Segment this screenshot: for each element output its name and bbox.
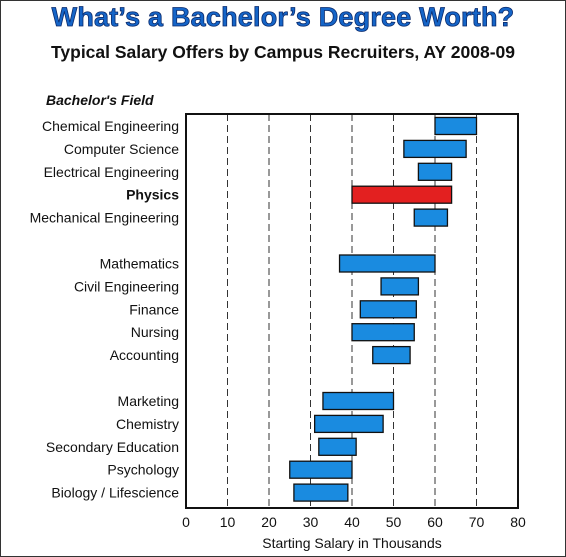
x-tick-label: 20 xyxy=(261,514,277,530)
bar-psychology xyxy=(289,460,353,479)
y-axis-heading: Bachelor's Field xyxy=(46,92,154,108)
bar-marketing xyxy=(322,391,395,411)
category-label: Biology / Lifescience xyxy=(51,485,179,501)
category-label: Chemistry xyxy=(116,416,179,432)
category-label: Mathematics xyxy=(100,256,179,272)
chart-subtitle: Typical Salary Offers by Campus Recruite… xyxy=(51,42,515,62)
bar-biology-lifescience xyxy=(293,483,349,502)
x-tick-label: 50 xyxy=(386,514,402,530)
category-label: Accounting xyxy=(110,347,179,363)
category-label: Electrical Engineering xyxy=(44,164,179,180)
category-label: Psychology xyxy=(107,462,179,478)
category-label: Civil Engineering xyxy=(74,278,179,294)
x-tick-label: 60 xyxy=(427,514,443,530)
bar-physics xyxy=(351,185,453,204)
x-tick-label: 10 xyxy=(220,514,236,530)
bar-electrical-engineering xyxy=(417,162,453,181)
x-axis-label: Starting Salary in Thousands xyxy=(262,535,442,551)
bar-mechanical-engineering xyxy=(413,208,449,227)
category-label: Physics xyxy=(126,187,179,203)
x-tick-label: 80 xyxy=(510,514,526,530)
bar-nursing xyxy=(351,323,415,342)
x-tick-label: 0 xyxy=(182,514,190,530)
category-label: Nursing xyxy=(131,324,179,340)
x-tick-label: 40 xyxy=(344,514,360,530)
bar-chemical-engineering xyxy=(434,116,478,136)
bar-computer-science xyxy=(403,139,467,159)
bar-chemistry xyxy=(313,414,384,434)
bar-accounting xyxy=(372,345,411,365)
category-label: Computer Science xyxy=(64,141,179,157)
category-label: Secondary Education xyxy=(46,439,179,455)
x-tick-label: 70 xyxy=(469,514,485,530)
x-tick-label: 30 xyxy=(303,514,319,530)
bar-secondary-education xyxy=(318,437,357,456)
chart-title: What’s a Bachelor’s Degree Worth? xyxy=(51,2,515,33)
category-label: Chemical Engineering xyxy=(42,118,179,134)
plot-border xyxy=(185,113,519,509)
category-label: Finance xyxy=(129,301,179,317)
bar-civil-engineering xyxy=(380,277,420,296)
category-label: Marketing xyxy=(118,393,179,409)
category-label: Mechanical Engineering xyxy=(30,210,179,226)
bar-finance xyxy=(359,300,417,319)
bar-mathematics xyxy=(338,254,436,273)
